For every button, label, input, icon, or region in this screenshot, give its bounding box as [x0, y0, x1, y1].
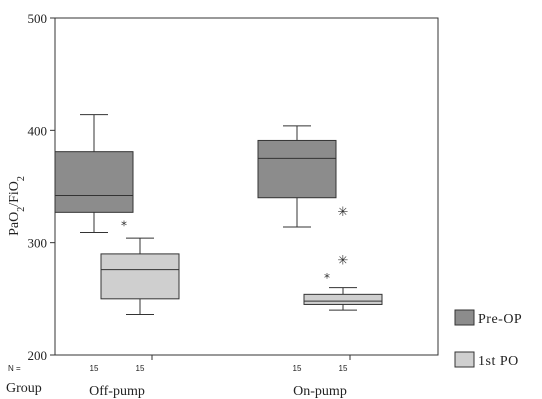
- outlier-2: ✳: [338, 205, 349, 220]
- y-tick-label-300: 300: [28, 236, 48, 251]
- box-iqr: [303, 293, 383, 305]
- legend: Pre-OP 1st PO: [454, 309, 522, 369]
- y-tick-label-400: 400: [28, 123, 48, 138]
- box-pre-op-on-pump: [257, 125, 337, 228]
- outlier-0: *: [324, 271, 330, 285]
- y-axis: 200 300 400 500: [28, 11, 351, 363]
- legend-label-1: 1st PO: [478, 354, 519, 369]
- box-1st-po-off-pump: *: [100, 218, 180, 316]
- n-value: 15: [339, 364, 348, 373]
- y-tick-label-200: 200: [28, 348, 48, 363]
- outlier-1: ✳: [338, 254, 349, 269]
- group-label: Group: [6, 381, 42, 396]
- boxes: 15 15 * 15 * ✳ ✳ 15: [54, 114, 383, 373]
- y-tick-label-500: 500: [28, 11, 48, 26]
- box-iqr: [257, 139, 337, 199]
- outlier-0: *: [121, 218, 127, 232]
- n-value: 15: [136, 364, 145, 373]
- n-label: N =: [8, 364, 21, 373]
- n-value: 15: [90, 364, 99, 373]
- legend-label-0: Pre-OP: [478, 312, 522, 327]
- legend-swatch-0: [454, 309, 475, 326]
- category-label-on-pump: On-pump: [293, 384, 347, 399]
- box-pre-op-off-pump: [54, 114, 134, 234]
- legend-swatch-1: [454, 351, 475, 368]
- n-value: 15: [293, 364, 302, 373]
- y-axis-label: PaO2/FiO2: [7, 176, 27, 236]
- box-1st-po-on-pump: * ✳ ✳: [303, 205, 383, 311]
- category-label-off-pump: Off-pump: [89, 384, 145, 399]
- box-iqr: [100, 253, 180, 300]
- x-axis-labels: Off-pump On-pump: [89, 384, 347, 399]
- box-iqr: [54, 151, 134, 213]
